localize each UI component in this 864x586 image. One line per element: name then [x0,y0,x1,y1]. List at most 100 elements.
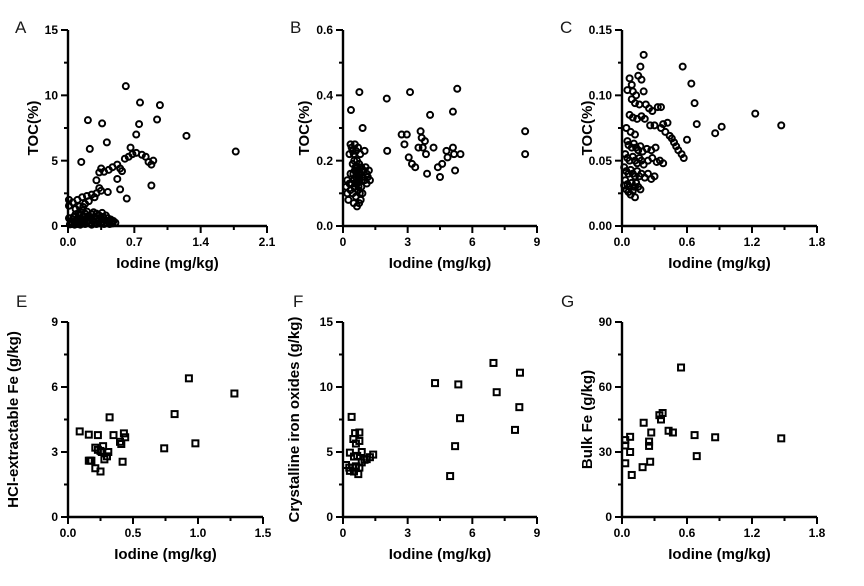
point [622,124,631,132]
point [651,143,660,152]
point [678,62,687,71]
point [639,87,648,96]
point [132,130,141,139]
point [136,98,145,107]
point [406,88,415,97]
point [663,118,672,127]
point [135,120,144,129]
x-tick-label: 1.5 [255,526,272,540]
point [103,188,112,197]
point [118,167,127,176]
point [345,466,354,475]
point [104,448,113,456]
point [632,91,641,100]
point [182,131,191,140]
point [446,472,455,481]
point [442,146,451,155]
point [87,456,96,465]
x-tick-label: 3 [404,526,411,540]
point [625,74,634,83]
point [692,120,701,129]
point [85,144,94,153]
point [690,99,699,108]
y-tick-label: 10 [320,380,334,394]
point [657,415,665,424]
point [638,463,647,472]
point [777,121,786,130]
point [751,109,760,118]
point [631,193,639,202]
point [631,99,639,108]
point [369,450,378,459]
point [653,103,662,112]
point [160,444,169,453]
point [95,168,104,177]
point [426,110,435,119]
point [92,176,101,185]
point [453,84,462,93]
point [677,363,686,372]
panel-letter: A [15,18,27,37]
panel-letter: E [16,292,27,311]
point [650,172,659,181]
point [155,101,164,110]
x-tick-label: 0.7 [126,235,143,249]
point [436,173,444,181]
y-tick-label: 15 [45,23,59,37]
point [416,127,425,136]
point [365,176,374,185]
x-tick-label: 9 [534,526,541,540]
y-axis-title: Bulk Fe (g/kg) [579,370,596,469]
x-tick-label: 9 [534,235,541,249]
x-tick-label: 6 [469,526,476,540]
point [645,441,654,450]
point [360,146,369,155]
x-tick-label: 0.0 [614,235,631,249]
data-points [620,50,786,202]
axis-ticks [615,321,818,524]
point [75,427,84,436]
y-axis-title: Crystalline iron oxides (g/kg) [286,317,303,523]
point [639,50,648,59]
point [642,144,651,153]
axes [66,322,263,519]
point [355,428,364,437]
panel-letter: F [293,292,303,311]
point [231,147,240,156]
point [489,358,498,367]
x-axis-title: Iodine (mg/kg) [668,546,771,563]
point [657,103,665,112]
point [137,150,146,159]
point [105,413,114,422]
point [184,374,193,383]
y-tick-label: 10 [45,89,59,103]
point [636,62,645,71]
x-tick-label: 1.2 [744,235,761,249]
point [620,181,629,190]
y-axis-title: TOC(%) [579,101,596,156]
x-axis-title: Iodine (mg/kg) [116,255,219,272]
point [456,414,465,423]
point [423,169,432,178]
point [448,107,457,116]
point [717,122,726,131]
point [99,442,108,451]
point [626,448,635,456]
point [626,432,635,441]
point [358,189,367,198]
data-points [342,84,530,211]
point [637,75,646,84]
panel-B: 0.0 0.2 0.4 0.6 0 3 6 9 Iodine (mg/kg) TOC(%) B [290,18,541,272]
point [383,146,392,155]
x-tick-label: 1.4 [192,235,209,249]
point [96,467,105,476]
point [628,186,637,195]
point [690,431,699,440]
point [121,82,130,91]
point [147,160,156,169]
y-tick-label: 0.0 [316,219,333,233]
point [84,430,93,439]
point [170,410,179,419]
